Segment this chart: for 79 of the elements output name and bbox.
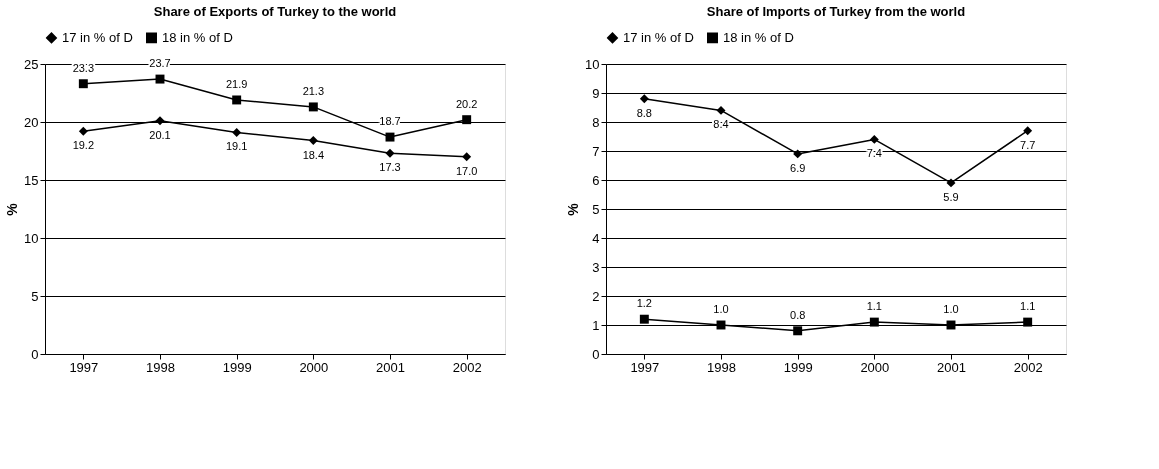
x-tick-label: 1999 xyxy=(783,359,813,375)
point xyxy=(308,136,318,146)
point xyxy=(155,116,165,126)
y-tick-label: 5 xyxy=(31,288,39,304)
y-axis-title: % xyxy=(4,202,21,216)
y-tick-label: 0 xyxy=(592,346,600,362)
y-tick-label: 5 xyxy=(592,201,600,217)
point xyxy=(385,132,395,142)
y-tick-label: 25 xyxy=(24,56,39,72)
x-tick-label: 2001 xyxy=(376,359,405,375)
point xyxy=(869,134,879,144)
x-tick-label: 1997 xyxy=(69,359,99,375)
data-label: 6.9 xyxy=(790,161,806,174)
y-tick-label: 7 xyxy=(592,143,600,159)
y-tick-label: 9 xyxy=(592,85,600,101)
point xyxy=(232,95,242,105)
y-tick-label: 2 xyxy=(592,288,600,304)
data-label: 1.0 xyxy=(713,303,729,315)
data-label: 1.2 xyxy=(636,297,652,310)
data-label: 0.8 xyxy=(790,308,806,321)
point xyxy=(793,326,803,336)
point xyxy=(1023,317,1033,327)
x-tick-label: 1998 xyxy=(146,359,175,375)
chart-title: Share of Imports of Turkey from the world xyxy=(706,4,966,19)
y-axis-title: % xyxy=(565,202,582,216)
x-tick-label: 2001 xyxy=(937,359,966,375)
chart-title: Share of Exports of Turkey to the world xyxy=(153,4,397,19)
data-label: 1.0 xyxy=(943,303,959,315)
point xyxy=(639,314,649,324)
point xyxy=(716,105,726,115)
point xyxy=(946,178,956,188)
data-label: 17.3 xyxy=(379,161,401,174)
point xyxy=(155,74,165,84)
x-tick-label: 2000 xyxy=(299,359,329,375)
point xyxy=(78,126,88,136)
data-label: 8.8 xyxy=(636,106,652,119)
point xyxy=(78,79,88,89)
data-label: 20.2 xyxy=(455,97,478,110)
y-tick-label: 4 xyxy=(592,230,600,246)
point xyxy=(462,115,472,125)
data-label: 17.0 xyxy=(455,164,478,177)
legend-label: 17 in % of D xyxy=(623,29,694,45)
legend-label: 17 in % of D xyxy=(62,29,133,45)
data-label: 21.9 xyxy=(225,77,248,90)
data-label: 7.7 xyxy=(1020,138,1036,151)
y-tick-label: 20 xyxy=(24,114,39,130)
x-tick-label: 1997 xyxy=(630,359,660,375)
y-tick-label: 6 xyxy=(592,172,600,188)
point xyxy=(793,149,803,159)
x-tick-label: 2000 xyxy=(860,359,890,375)
point xyxy=(385,148,395,158)
y-tick-label: 10 xyxy=(585,56,600,72)
point xyxy=(1023,126,1033,136)
legend-label: 18 in % of D xyxy=(162,29,233,45)
data-label: 23.3 xyxy=(72,61,95,74)
data-label: 20.1 xyxy=(149,128,171,141)
data-label: 18.4 xyxy=(302,148,325,161)
data-label: 19.2 xyxy=(72,139,95,152)
y-tick-label: 15 xyxy=(24,172,39,188)
point xyxy=(869,317,879,327)
data-label: 21.3 xyxy=(302,84,325,97)
point xyxy=(232,127,242,137)
x-tick-label: 2002 xyxy=(452,359,482,375)
y-tick-label: 0 xyxy=(31,346,39,362)
x-tick-label: 2002 xyxy=(1013,359,1043,375)
point xyxy=(308,102,318,112)
y-tick-label: 1 xyxy=(592,317,600,333)
y-tick-label: 3 xyxy=(592,259,600,275)
point xyxy=(639,94,649,104)
data-label: 1.1 xyxy=(866,300,882,313)
data-label: 1.1 xyxy=(1020,300,1036,313)
data-label: 19.1 xyxy=(225,140,248,153)
y-tick-label: 10 xyxy=(24,230,39,246)
point xyxy=(462,152,472,162)
data-label: 5.9 xyxy=(943,190,959,203)
y-tick-label: 8 xyxy=(592,114,600,130)
x-tick-label: 1999 xyxy=(222,359,252,375)
x-tick-label: 1998 xyxy=(707,359,736,375)
legend-label: 18 in % of D xyxy=(723,29,794,45)
